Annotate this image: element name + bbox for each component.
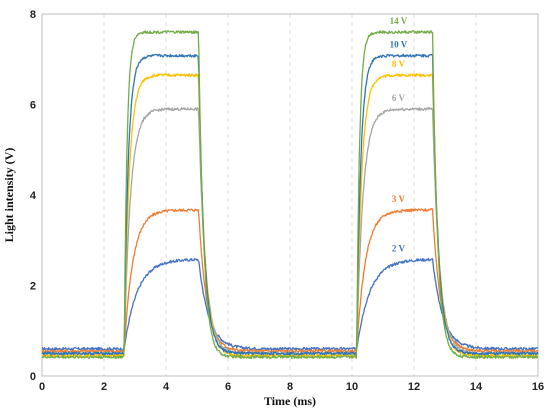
x-axis-title: Time (ms) <box>264 394 316 408</box>
y-tick-label: 2 <box>30 281 36 293</box>
series-label: 2 V <box>392 243 406 253</box>
x-tick-label: 6 <box>225 381 231 393</box>
plot-frame <box>41 13 539 377</box>
series-label: 14 V <box>390 16 408 26</box>
x-tick-label: 4 <box>163 381 170 393</box>
x-axis-ticks: 0 2 4 6 8 10 12 14 16 <box>39 381 544 393</box>
series-label: 3 V <box>392 194 406 204</box>
y-tick-label: 4 <box>30 190 37 202</box>
series-line <box>41 53 539 356</box>
grid-lines <box>103 14 477 376</box>
series-label: 10 V <box>390 40 408 50</box>
x-tick-label: 10 <box>346 381 358 393</box>
y-axis-ticks: 0 2 4 6 8 <box>30 9 37 383</box>
series-label: 8 V <box>392 59 406 69</box>
y-tick-label: 8 <box>30 9 36 21</box>
series-labels: 2 V 3 V 6 V 8 V 10 V 14 V <box>390 16 408 253</box>
y-axis-title: Light intensity (V) <box>2 148 16 243</box>
x-tick-label: 0 <box>39 381 45 393</box>
series-traces <box>41 30 539 359</box>
series-label: 6 V <box>392 93 406 103</box>
series-line <box>41 30 539 359</box>
x-tick-label: 2 <box>101 381 107 393</box>
x-tick-label: 14 <box>470 381 483 393</box>
y-tick-label: 6 <box>30 100 36 112</box>
x-tick-label: 16 <box>532 381 544 393</box>
x-tick-label: 12 <box>408 381 420 393</box>
y-tick-label: 0 <box>30 371 36 383</box>
x-tick-label: 8 <box>287 381 293 393</box>
